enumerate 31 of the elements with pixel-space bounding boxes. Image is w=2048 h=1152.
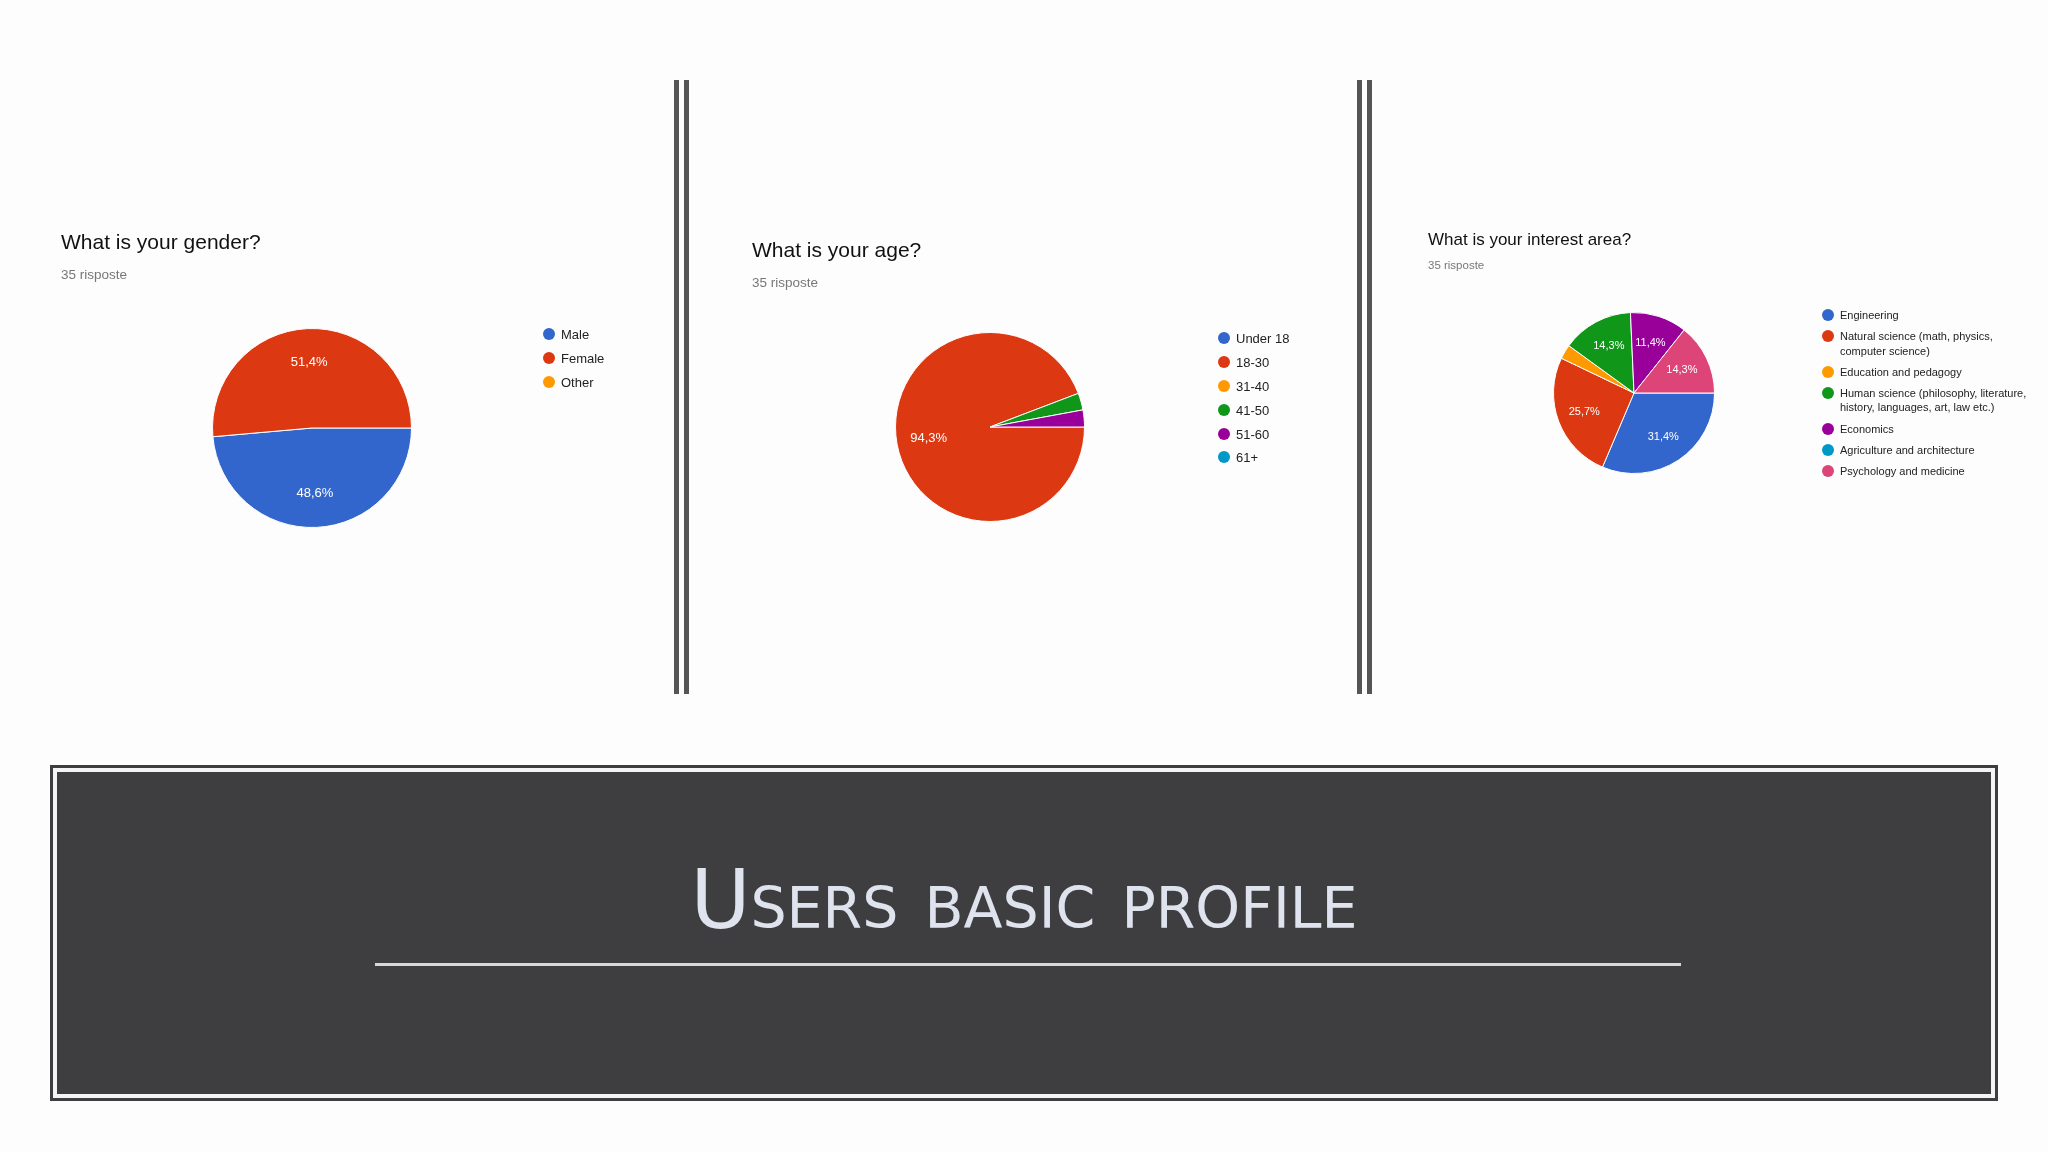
chart-title: What is your interest area? xyxy=(1428,230,1632,250)
legend-label: Natural science (math, physics, computer science) xyxy=(1840,329,1994,358)
legend-label: 31-40 xyxy=(1236,378,1270,396)
legend-label: 51-60 xyxy=(1236,426,1270,444)
legend-label: 61+ xyxy=(1236,450,1259,468)
chart-title: What is your age? xyxy=(752,238,922,262)
data-label: 94,3% xyxy=(910,429,948,445)
legend-label: Other xyxy=(561,374,594,392)
legend-label: Female xyxy=(561,350,605,368)
legend-label: Agriculture and architecture xyxy=(1840,443,1975,458)
legend-label: Human science (philosophy, literature, history, languages, art, law etc.) xyxy=(1840,386,2028,415)
data-label: 25,7% xyxy=(1568,404,1601,417)
legend-label: Education and pedagogy xyxy=(1840,364,1962,380)
data-label: 31,4% xyxy=(1647,430,1680,443)
legend-label: Under 18 xyxy=(1236,331,1290,348)
text: Users basic profile xyxy=(689,852,1359,947)
text: 35 risposte xyxy=(61,267,128,282)
data-label: 14,3% xyxy=(1593,339,1625,352)
data-label: 51,4% xyxy=(290,353,328,369)
text: 35 risposte xyxy=(752,275,819,290)
data-label: 48,6% xyxy=(296,485,334,501)
legend-label: 18-30 xyxy=(1236,354,1270,372)
legend-label: Psychology and medicine xyxy=(1840,464,1965,479)
legend-label: 41-50 xyxy=(1236,402,1270,420)
legend-label: Male xyxy=(561,327,590,344)
legend-label: Economics xyxy=(1840,421,1894,437)
chart-title: What is your gender? xyxy=(61,230,261,254)
text: 35 risposte xyxy=(1428,259,1485,271)
data-label: 14,3% xyxy=(1666,362,1698,375)
legend-label: Engineering xyxy=(1840,308,1899,323)
data-label: 11,4% xyxy=(1635,335,1666,348)
